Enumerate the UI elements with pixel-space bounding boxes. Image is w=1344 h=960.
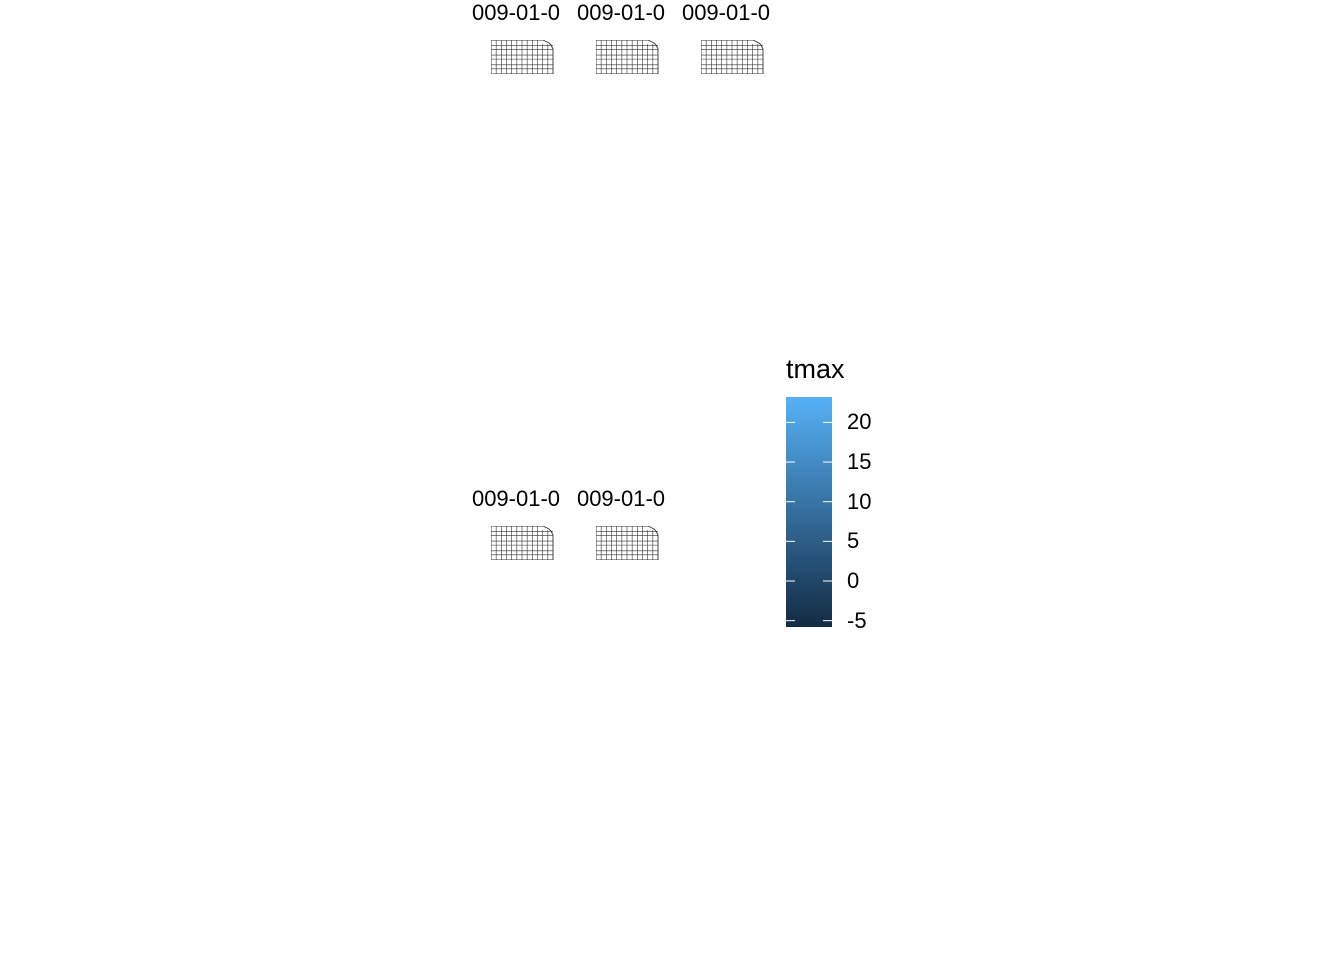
color-legend: tmax 20 15 10 5 0 -5 [786, 352, 906, 642]
legend-tick-label: -5 [847, 607, 867, 633]
facet-title: 009-01-0 [466, 486, 566, 512]
county-map [596, 526, 659, 560]
facet-title-text: 009-01-0 [471, 486, 561, 511]
county-boundaries [701, 40, 763, 74]
facet-title: 009-01-0 [466, 0, 566, 26]
facet-title-text: 009-01-0 [681, 0, 771, 25]
facet-title: 009-01-0 [571, 0, 671, 26]
legend-colorbar [786, 397, 832, 627]
legend-tick-label: 10 [847, 488, 872, 514]
facet-panel-4: 009-01-0 [466, 486, 566, 576]
legend-gradient [786, 397, 832, 627]
facet-panel-3: 009-01-0 [676, 0, 776, 90]
facet-title: 009-01-0 [676, 0, 776, 26]
legend-tick-label: 0 [847, 568, 860, 593]
county-map [491, 40, 554, 74]
legend-tick-label: 20 [847, 409, 872, 435]
legend-tick-label: 15 [847, 449, 872, 475]
facet-panel-1: 009-01-0 [466, 0, 566, 90]
county-map [491, 526, 554, 560]
county-boundaries [596, 526, 658, 560]
county-map [701, 40, 764, 74]
county-boundaries [491, 526, 553, 560]
county-boundaries [491, 40, 553, 74]
facet-panel-2: 009-01-0 [571, 0, 671, 90]
facet-title: 009-01-0 [571, 486, 671, 512]
county-boundaries [596, 40, 658, 74]
facet-panel-5: 009-01-0 [571, 486, 671, 576]
legend-tick-label: 5 [847, 528, 860, 554]
facet-title-text: 009-01-0 [576, 0, 666, 25]
legend-title: tmax [786, 354, 845, 384]
facet-title-text: 009-01-0 [576, 486, 666, 511]
facet-title-text: 009-01-0 [471, 0, 561, 25]
county-map [596, 40, 659, 74]
